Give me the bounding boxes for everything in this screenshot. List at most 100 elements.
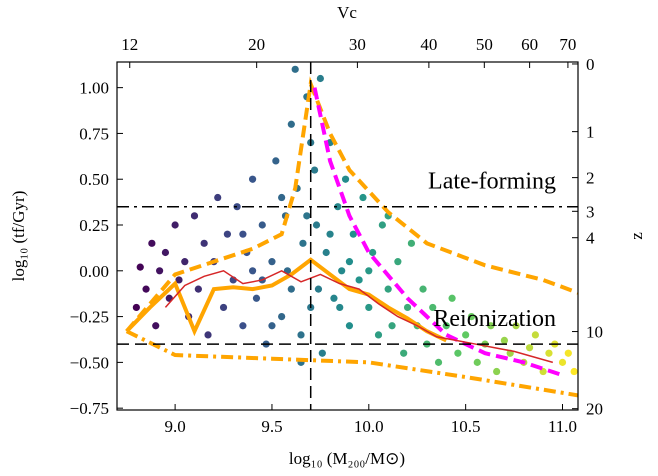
point bbox=[338, 267, 346, 275]
point bbox=[570, 367, 578, 376]
point bbox=[434, 358, 443, 366]
line bbox=[125, 257, 448, 343]
point bbox=[345, 322, 354, 330]
line bbox=[125, 329, 578, 398]
point bbox=[156, 267, 164, 275]
point bbox=[525, 344, 534, 352]
point bbox=[248, 175, 257, 183]
point bbox=[473, 358, 481, 366]
right-tick-label: 3 bbox=[586, 202, 595, 221]
point bbox=[545, 349, 553, 357]
top-tick-label: 12 bbox=[121, 35, 138, 54]
point bbox=[349, 230, 357, 238]
y-tick-label: 0.00 bbox=[79, 262, 109, 281]
point bbox=[136, 263, 144, 271]
point bbox=[152, 322, 160, 330]
point bbox=[448, 294, 456, 302]
annotation: Reionization bbox=[433, 306, 556, 332]
point bbox=[314, 285, 323, 293]
point bbox=[378, 221, 386, 229]
point bbox=[467, 312, 476, 321]
point bbox=[429, 303, 437, 312]
point bbox=[214, 193, 222, 202]
y-tick-label: 0.75 bbox=[79, 124, 109, 143]
point bbox=[316, 74, 324, 83]
point bbox=[278, 312, 286, 321]
line bbox=[164, 269, 554, 364]
x-axis-label: log₁₀ (M₂₀₀/M⊙) bbox=[289, 449, 405, 468]
point bbox=[558, 358, 567, 366]
point bbox=[493, 367, 501, 376]
y-tick-label: −0.50 bbox=[70, 353, 109, 372]
point bbox=[359, 193, 367, 202]
point bbox=[374, 331, 383, 339]
point bbox=[384, 285, 392, 293]
point bbox=[239, 322, 247, 330]
x-tick-label: 9.0 bbox=[164, 417, 185, 436]
right-tick-label: 1 bbox=[586, 123, 595, 142]
point bbox=[303, 212, 311, 220]
right-tick-label: 0 bbox=[586, 55, 595, 74]
point bbox=[200, 239, 208, 247]
top-tick-label: 50 bbox=[476, 35, 493, 54]
point bbox=[233, 203, 241, 211]
right-tick-label: 20 bbox=[586, 400, 603, 419]
right-tick-label: 4 bbox=[586, 229, 595, 248]
point bbox=[268, 322, 276, 330]
point bbox=[142, 285, 150, 293]
point bbox=[341, 175, 350, 183]
point bbox=[252, 294, 261, 302]
point bbox=[278, 193, 286, 202]
point bbox=[330, 294, 338, 302]
point bbox=[454, 349, 462, 357]
point bbox=[369, 248, 377, 257]
point bbox=[291, 65, 299, 73]
x-tick-label: 11.0 bbox=[548, 417, 577, 436]
point bbox=[394, 258, 402, 266]
point bbox=[531, 331, 539, 339]
x-tick-label: 10.5 bbox=[451, 417, 481, 436]
top-tick-label: 20 bbox=[248, 35, 265, 54]
point bbox=[161, 248, 170, 257]
point bbox=[407, 239, 416, 247]
point bbox=[388, 322, 396, 330]
point bbox=[355, 276, 363, 284]
point bbox=[312, 221, 321, 229]
y-axis-label: log₁₀ (tf/Gyr) bbox=[9, 191, 28, 282]
y-tick-label: −0.75 bbox=[70, 399, 109, 418]
top-tick-label: 70 bbox=[559, 35, 576, 54]
point bbox=[512, 322, 520, 330]
right-tick-label: 2 bbox=[586, 169, 595, 188]
point bbox=[326, 230, 334, 238]
point bbox=[219, 303, 228, 312]
right-axis-label: z bbox=[627, 232, 646, 240]
point bbox=[345, 258, 354, 266]
point bbox=[500, 336, 508, 344]
point bbox=[334, 203, 342, 211]
point bbox=[223, 230, 232, 238]
point bbox=[442, 322, 450, 330]
point bbox=[310, 166, 319, 174]
point bbox=[175, 276, 183, 284]
y-tick-label: 0.25 bbox=[79, 216, 109, 235]
point bbox=[365, 267, 373, 275]
x-tick-label: 9.5 bbox=[261, 417, 282, 436]
point bbox=[287, 120, 295, 128]
point bbox=[336, 303, 344, 312]
point bbox=[190, 212, 199, 220]
point bbox=[400, 349, 408, 357]
top-tick-label: 40 bbox=[420, 35, 437, 54]
point bbox=[248, 267, 257, 275]
point bbox=[564, 349, 572, 357]
plot-area bbox=[125, 65, 578, 398]
line bbox=[125, 76, 578, 333]
point bbox=[318, 349, 326, 357]
point bbox=[239, 230, 247, 238]
top-axis-label: Vc bbox=[337, 3, 357, 22]
point bbox=[419, 285, 427, 293]
point bbox=[322, 248, 330, 257]
point bbox=[204, 331, 212, 339]
line bbox=[312, 87, 564, 378]
